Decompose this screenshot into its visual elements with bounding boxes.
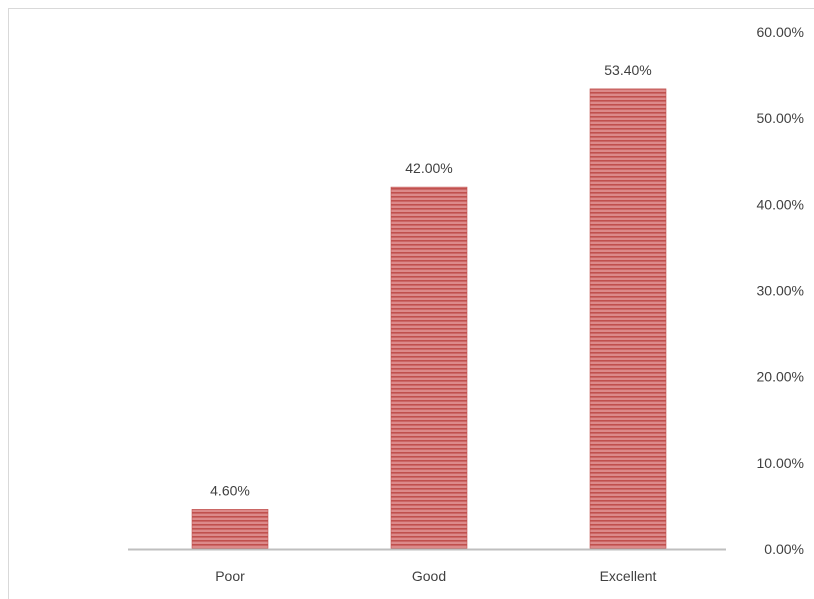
y-tick-label: 20.00% bbox=[757, 369, 804, 385]
bar-poor bbox=[191, 509, 269, 550]
y-tick-label: 0.00% bbox=[764, 541, 804, 557]
y-tick-label: 10.00% bbox=[757, 455, 804, 471]
y-tick-labels-group: 0.00% 10.00% 20.00% 30.00% 40.00% 50.00% 60.00… bbox=[757, 24, 804, 557]
y-tick-label: 40.00% bbox=[757, 196, 804, 212]
x-tick-label-good: Good bbox=[412, 568, 446, 584]
data-label-good: 42.00% bbox=[405, 160, 452, 176]
x-tick-label-poor: Poor bbox=[215, 568, 245, 584]
data-label-poor: 4.60% bbox=[210, 482, 250, 498]
data-labels-group: 4.60% 42.00% 53.40% bbox=[210, 62, 652, 498]
y-tick-label: 50.00% bbox=[757, 110, 804, 126]
y-tick-label: 30.00% bbox=[757, 283, 804, 299]
x-tick-label-excellent: Excellent bbox=[600, 568, 657, 584]
bar-excellent bbox=[589, 88, 667, 550]
bar-good bbox=[390, 186, 468, 550]
y-tick-label: 60.00% bbox=[757, 24, 804, 40]
x-tick-labels-group: Poor Good Excellent bbox=[215, 568, 656, 584]
bars-group bbox=[191, 88, 667, 550]
data-label-excellent: 53.40% bbox=[604, 62, 651, 78]
